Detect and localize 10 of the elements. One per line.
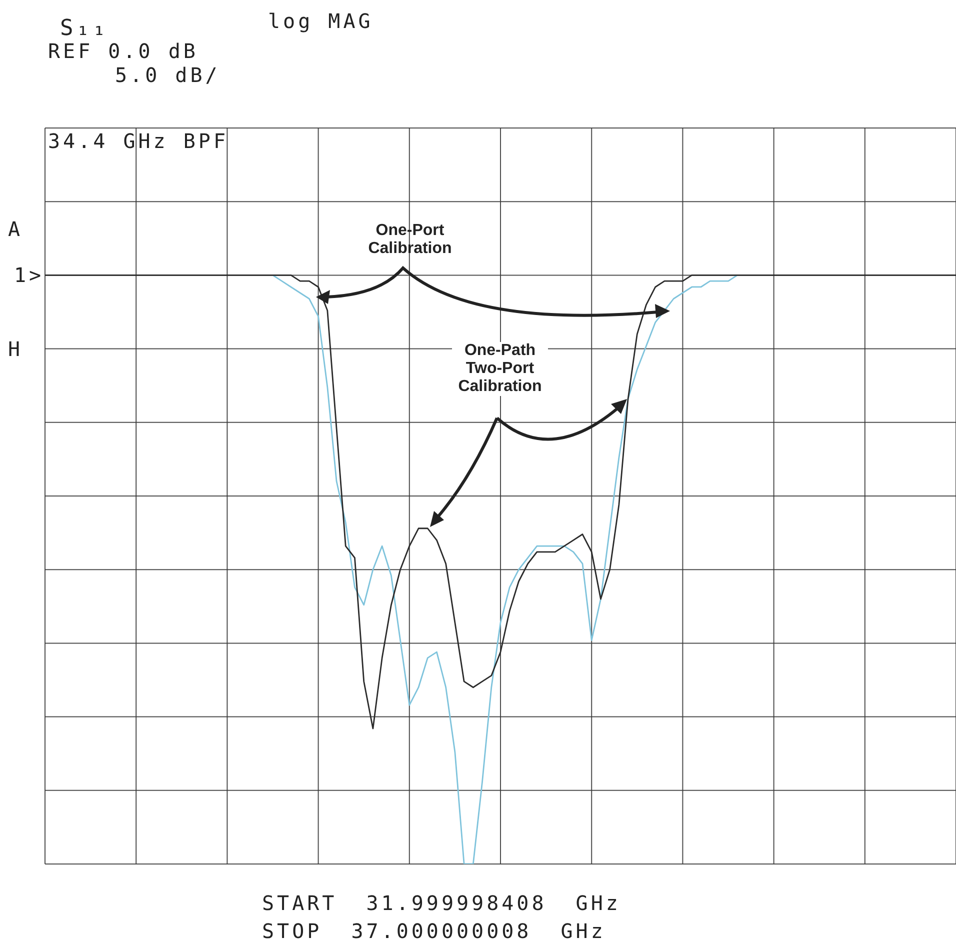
text: H	[8, 337, 24, 361]
text: S₁₁	[60, 16, 109, 41]
text: 5.0 dB/	[115, 63, 220, 87]
text: REF 0.0 dB	[48, 39, 198, 63]
text: 1>	[14, 263, 44, 287]
annotation: One-Path Two-Port Calibration	[452, 342, 548, 396]
text: STOP 37.000000008 GHz	[262, 919, 606, 943]
text: START 31.999998408 GHz	[262, 891, 621, 915]
text: A	[8, 217, 24, 241]
text: log MAG	[268, 9, 374, 33]
